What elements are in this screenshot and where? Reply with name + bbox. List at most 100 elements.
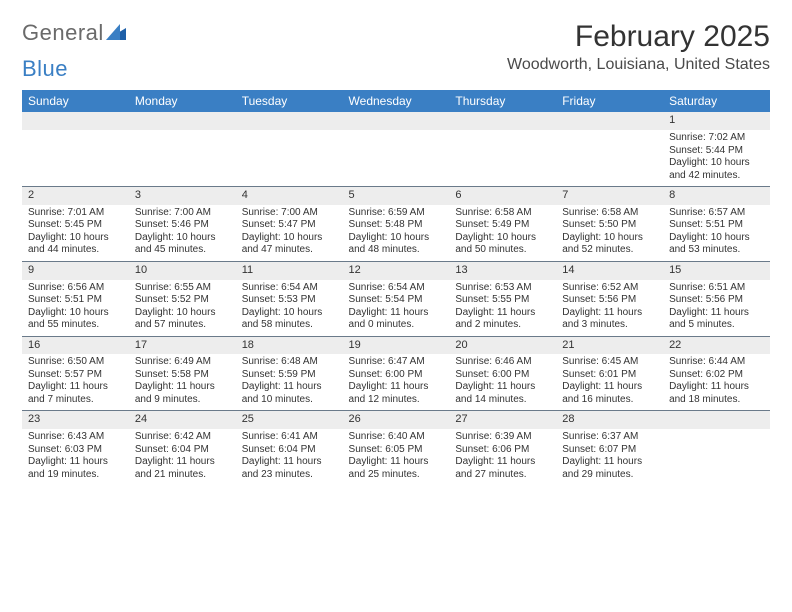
sunrise-text: Sunrise: 6:59 AM bbox=[349, 207, 444, 220]
sunset-text: Sunset: 6:03 PM bbox=[28, 444, 123, 457]
day-body-cell bbox=[556, 130, 663, 187]
sunset-text: Sunset: 6:04 PM bbox=[135, 444, 230, 457]
daylight-text-2: and 42 minutes. bbox=[669, 170, 764, 183]
sunrise-text: Sunrise: 6:49 AM bbox=[135, 356, 230, 369]
day-number-cell: 19 bbox=[343, 336, 450, 354]
daylight-text-2: and 45 minutes. bbox=[135, 244, 230, 257]
sunrise-text: Sunrise: 6:52 AM bbox=[562, 282, 657, 295]
sunset-text: Sunset: 5:46 PM bbox=[135, 219, 230, 232]
daylight-text-1: Daylight: 11 hours bbox=[349, 456, 444, 469]
daylight-text-2: and 27 minutes. bbox=[455, 469, 550, 482]
day-body-cell bbox=[343, 130, 450, 187]
weekday-header: Thursday bbox=[449, 90, 556, 112]
day-number-cell: 8 bbox=[663, 187, 770, 205]
sunrise-text: Sunrise: 6:53 AM bbox=[455, 282, 550, 295]
sunrise-text: Sunrise: 7:00 AM bbox=[135, 207, 230, 220]
day-body-cell: Sunrise: 6:58 AMSunset: 5:50 PMDaylight:… bbox=[556, 205, 663, 262]
sunrise-text: Sunrise: 6:43 AM bbox=[28, 431, 123, 444]
day-number-row: 2345678 bbox=[22, 187, 770, 205]
daylight-text-2: and 44 minutes. bbox=[28, 244, 123, 257]
sunrise-text: Sunrise: 6:40 AM bbox=[349, 431, 444, 444]
day-body-cell bbox=[236, 130, 343, 187]
sunrise-text: Sunrise: 6:41 AM bbox=[242, 431, 337, 444]
daylight-text-1: Daylight: 11 hours bbox=[455, 381, 550, 394]
daylight-text-1: Daylight: 11 hours bbox=[242, 456, 337, 469]
daylight-text-1: Daylight: 11 hours bbox=[562, 307, 657, 320]
day-body-row: Sunrise: 7:02 AMSunset: 5:44 PMDaylight:… bbox=[22, 130, 770, 187]
sunset-text: Sunset: 6:04 PM bbox=[242, 444, 337, 457]
day-body-cell: Sunrise: 6:58 AMSunset: 5:49 PMDaylight:… bbox=[449, 205, 556, 262]
day-body-cell: Sunrise: 6:53 AMSunset: 5:55 PMDaylight:… bbox=[449, 280, 556, 337]
day-number-cell: 27 bbox=[449, 411, 556, 429]
day-number-cell: 12 bbox=[343, 261, 450, 279]
daylight-text-1: Daylight: 11 hours bbox=[455, 307, 550, 320]
day-number-cell: 14 bbox=[556, 261, 663, 279]
day-number-cell: 13 bbox=[449, 261, 556, 279]
sunset-text: Sunset: 6:06 PM bbox=[455, 444, 550, 457]
daylight-text-2: and 10 minutes. bbox=[242, 394, 337, 407]
sunrise-text: Sunrise: 6:57 AM bbox=[669, 207, 764, 220]
day-number-cell: 4 bbox=[236, 187, 343, 205]
day-body-cell: Sunrise: 6:44 AMSunset: 6:02 PMDaylight:… bbox=[663, 354, 770, 411]
weekday-header: Monday bbox=[129, 90, 236, 112]
day-number-cell: 20 bbox=[449, 336, 556, 354]
day-body-cell: Sunrise: 6:46 AMSunset: 6:00 PMDaylight:… bbox=[449, 354, 556, 411]
title-block: February 2025 Woodworth, Louisiana, Unit… bbox=[507, 20, 770, 74]
daylight-text-2: and 58 minutes. bbox=[242, 319, 337, 332]
day-body-cell: Sunrise: 6:50 AMSunset: 5:57 PMDaylight:… bbox=[22, 354, 129, 411]
day-body-row: Sunrise: 7:01 AMSunset: 5:45 PMDaylight:… bbox=[22, 205, 770, 262]
day-body-row: Sunrise: 6:50 AMSunset: 5:57 PMDaylight:… bbox=[22, 354, 770, 411]
day-number-cell bbox=[129, 112, 236, 130]
daylight-text-1: Daylight: 10 hours bbox=[135, 232, 230, 245]
sunset-text: Sunset: 5:53 PM bbox=[242, 294, 337, 307]
daylight-text-1: Daylight: 10 hours bbox=[669, 232, 764, 245]
daylight-text-2: and 19 minutes. bbox=[28, 469, 123, 482]
sunrise-text: Sunrise: 6:54 AM bbox=[242, 282, 337, 295]
day-body-cell: Sunrise: 6:51 AMSunset: 5:56 PMDaylight:… bbox=[663, 280, 770, 337]
sunset-text: Sunset: 5:51 PM bbox=[28, 294, 123, 307]
logo-text-general: General bbox=[22, 20, 104, 46]
weekday-header: Sunday bbox=[22, 90, 129, 112]
daylight-text-1: Daylight: 11 hours bbox=[349, 381, 444, 394]
sunrise-text: Sunrise: 6:58 AM bbox=[455, 207, 550, 220]
daylight-text-1: Daylight: 10 hours bbox=[242, 232, 337, 245]
daylight-text-2: and 55 minutes. bbox=[28, 319, 123, 332]
sunrise-text: Sunrise: 6:48 AM bbox=[242, 356, 337, 369]
sunset-text: Sunset: 5:44 PM bbox=[669, 145, 764, 158]
day-body-cell: Sunrise: 6:45 AMSunset: 6:01 PMDaylight:… bbox=[556, 354, 663, 411]
daylight-text-2: and 21 minutes. bbox=[135, 469, 230, 482]
month-title: February 2025 bbox=[507, 20, 770, 54]
day-number-cell: 25 bbox=[236, 411, 343, 429]
sunrise-text: Sunrise: 6:46 AM bbox=[455, 356, 550, 369]
weekday-header: Friday bbox=[556, 90, 663, 112]
daylight-text-1: Daylight: 11 hours bbox=[135, 381, 230, 394]
sunset-text: Sunset: 6:02 PM bbox=[669, 369, 764, 382]
day-body-cell: Sunrise: 6:49 AMSunset: 5:58 PMDaylight:… bbox=[129, 354, 236, 411]
daylight-text-1: Daylight: 11 hours bbox=[455, 456, 550, 469]
sunset-text: Sunset: 6:00 PM bbox=[349, 369, 444, 382]
day-number-cell: 11 bbox=[236, 261, 343, 279]
day-number-cell bbox=[22, 112, 129, 130]
day-number-cell: 7 bbox=[556, 187, 663, 205]
daylight-text-2: and 0 minutes. bbox=[349, 319, 444, 332]
daylight-text-1: Daylight: 11 hours bbox=[562, 381, 657, 394]
sunset-text: Sunset: 5:47 PM bbox=[242, 219, 337, 232]
day-body-cell: Sunrise: 6:48 AMSunset: 5:59 PMDaylight:… bbox=[236, 354, 343, 411]
sunrise-text: Sunrise: 6:50 AM bbox=[28, 356, 123, 369]
day-body-cell: Sunrise: 6:54 AMSunset: 5:53 PMDaylight:… bbox=[236, 280, 343, 337]
day-number-cell: 9 bbox=[22, 261, 129, 279]
weekday-header: Saturday bbox=[663, 90, 770, 112]
day-number-row: 9101112131415 bbox=[22, 261, 770, 279]
day-number-cell bbox=[343, 112, 450, 130]
day-body-cell: Sunrise: 6:42 AMSunset: 6:04 PMDaylight:… bbox=[129, 429, 236, 485]
day-body-cell: Sunrise: 6:54 AMSunset: 5:54 PMDaylight:… bbox=[343, 280, 450, 337]
daylight-text-1: Daylight: 11 hours bbox=[242, 381, 337, 394]
daylight-text-1: Daylight: 11 hours bbox=[669, 307, 764, 320]
day-number-cell: 26 bbox=[343, 411, 450, 429]
daylight-text-1: Daylight: 11 hours bbox=[28, 381, 123, 394]
daylight-text-2: and 7 minutes. bbox=[28, 394, 123, 407]
day-number-cell: 3 bbox=[129, 187, 236, 205]
daylight-text-1: Daylight: 11 hours bbox=[669, 381, 764, 394]
sunset-text: Sunset: 6:00 PM bbox=[455, 369, 550, 382]
day-body-cell: Sunrise: 6:41 AMSunset: 6:04 PMDaylight:… bbox=[236, 429, 343, 485]
